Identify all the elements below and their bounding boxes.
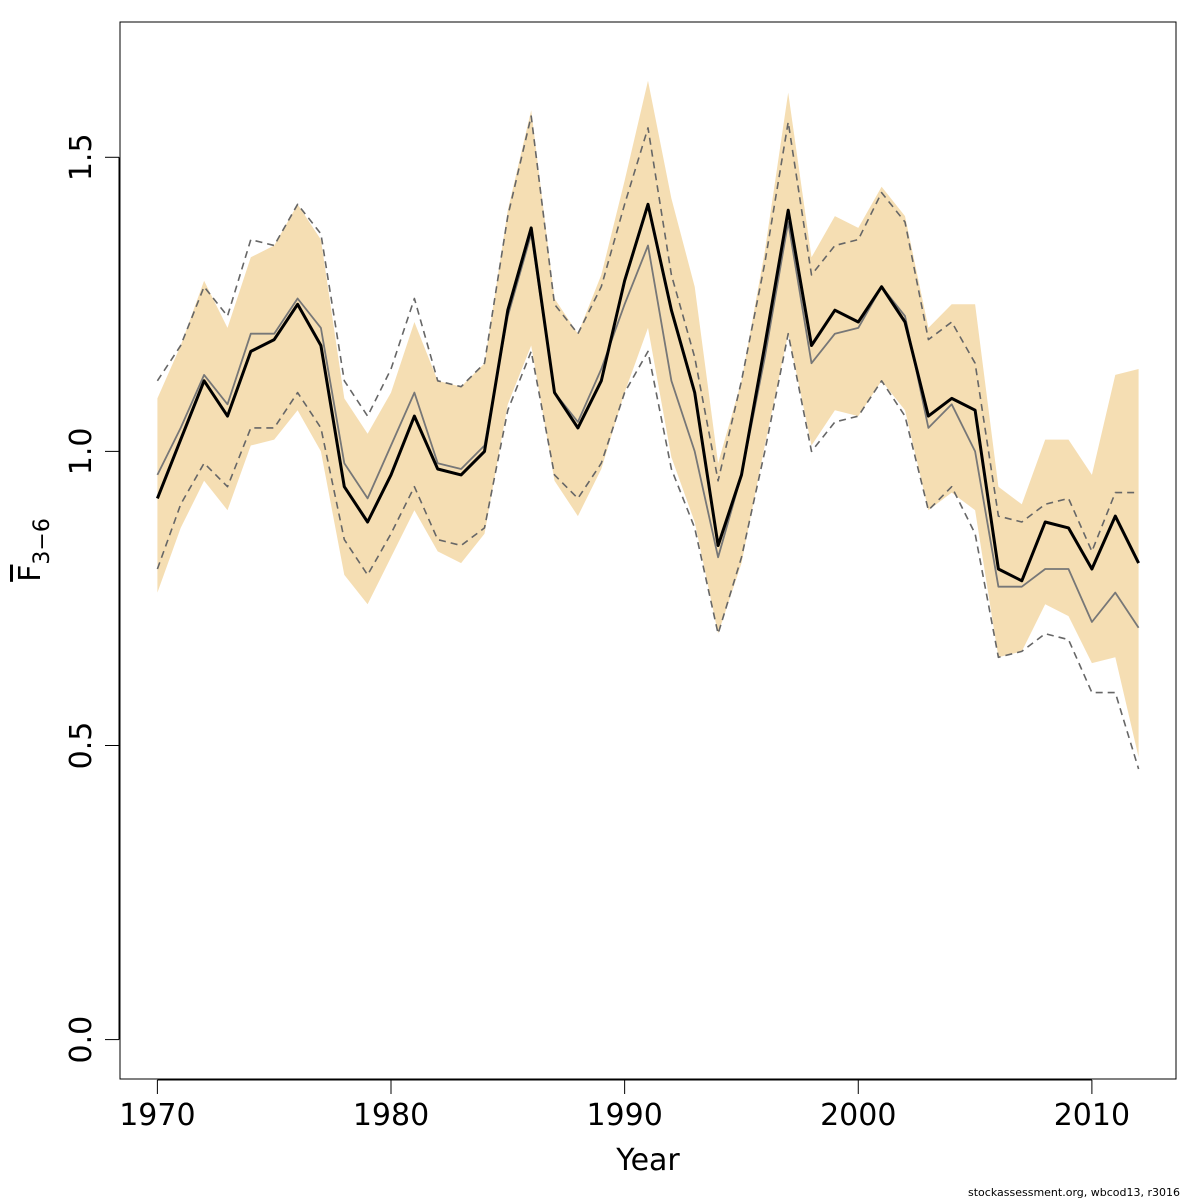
x-tick-label: 1990 xyxy=(586,1098,662,1133)
y-tick-label: 0.0 xyxy=(64,1016,99,1064)
lower-dashed-series xyxy=(156,332,1140,770)
grey-line-series xyxy=(156,221,1140,629)
series-lines-layer xyxy=(156,115,1140,770)
x-axis: 1970 1980 1990 2000 2010 xyxy=(119,1079,1130,1133)
plot-frame xyxy=(119,21,1177,1080)
credit-text: stockassessment.org, wbcod13, r3016 xyxy=(968,1186,1180,1199)
x-tick-label: 2000 xyxy=(820,1098,896,1133)
x-tick-label: 2010 xyxy=(1054,1098,1130,1133)
y-tick-label: 0.5 xyxy=(64,722,99,770)
upper-dashed-series xyxy=(156,115,1139,553)
x-tick-label: 1970 xyxy=(119,1098,195,1133)
y-axis: 0.0 0.5 1.0 1.5 xyxy=(64,133,120,1064)
x-axis-title: Year xyxy=(615,1143,680,1178)
x-tick-label: 1980 xyxy=(353,1098,429,1133)
svg-text:F3−6: F3−6 xyxy=(13,518,55,582)
y-axis-title: F3−6 xyxy=(13,518,55,582)
confidence-band xyxy=(157,80,1139,758)
y-tick-label: 1.5 xyxy=(64,133,99,181)
y-axis-title-main: F xyxy=(13,565,48,582)
y-tick-label: 1.0 xyxy=(64,428,99,476)
confidence-band-layer xyxy=(157,80,1139,758)
main-line-series xyxy=(156,202,1140,583)
y-axis-title-subscript: 3−6 xyxy=(30,518,55,564)
